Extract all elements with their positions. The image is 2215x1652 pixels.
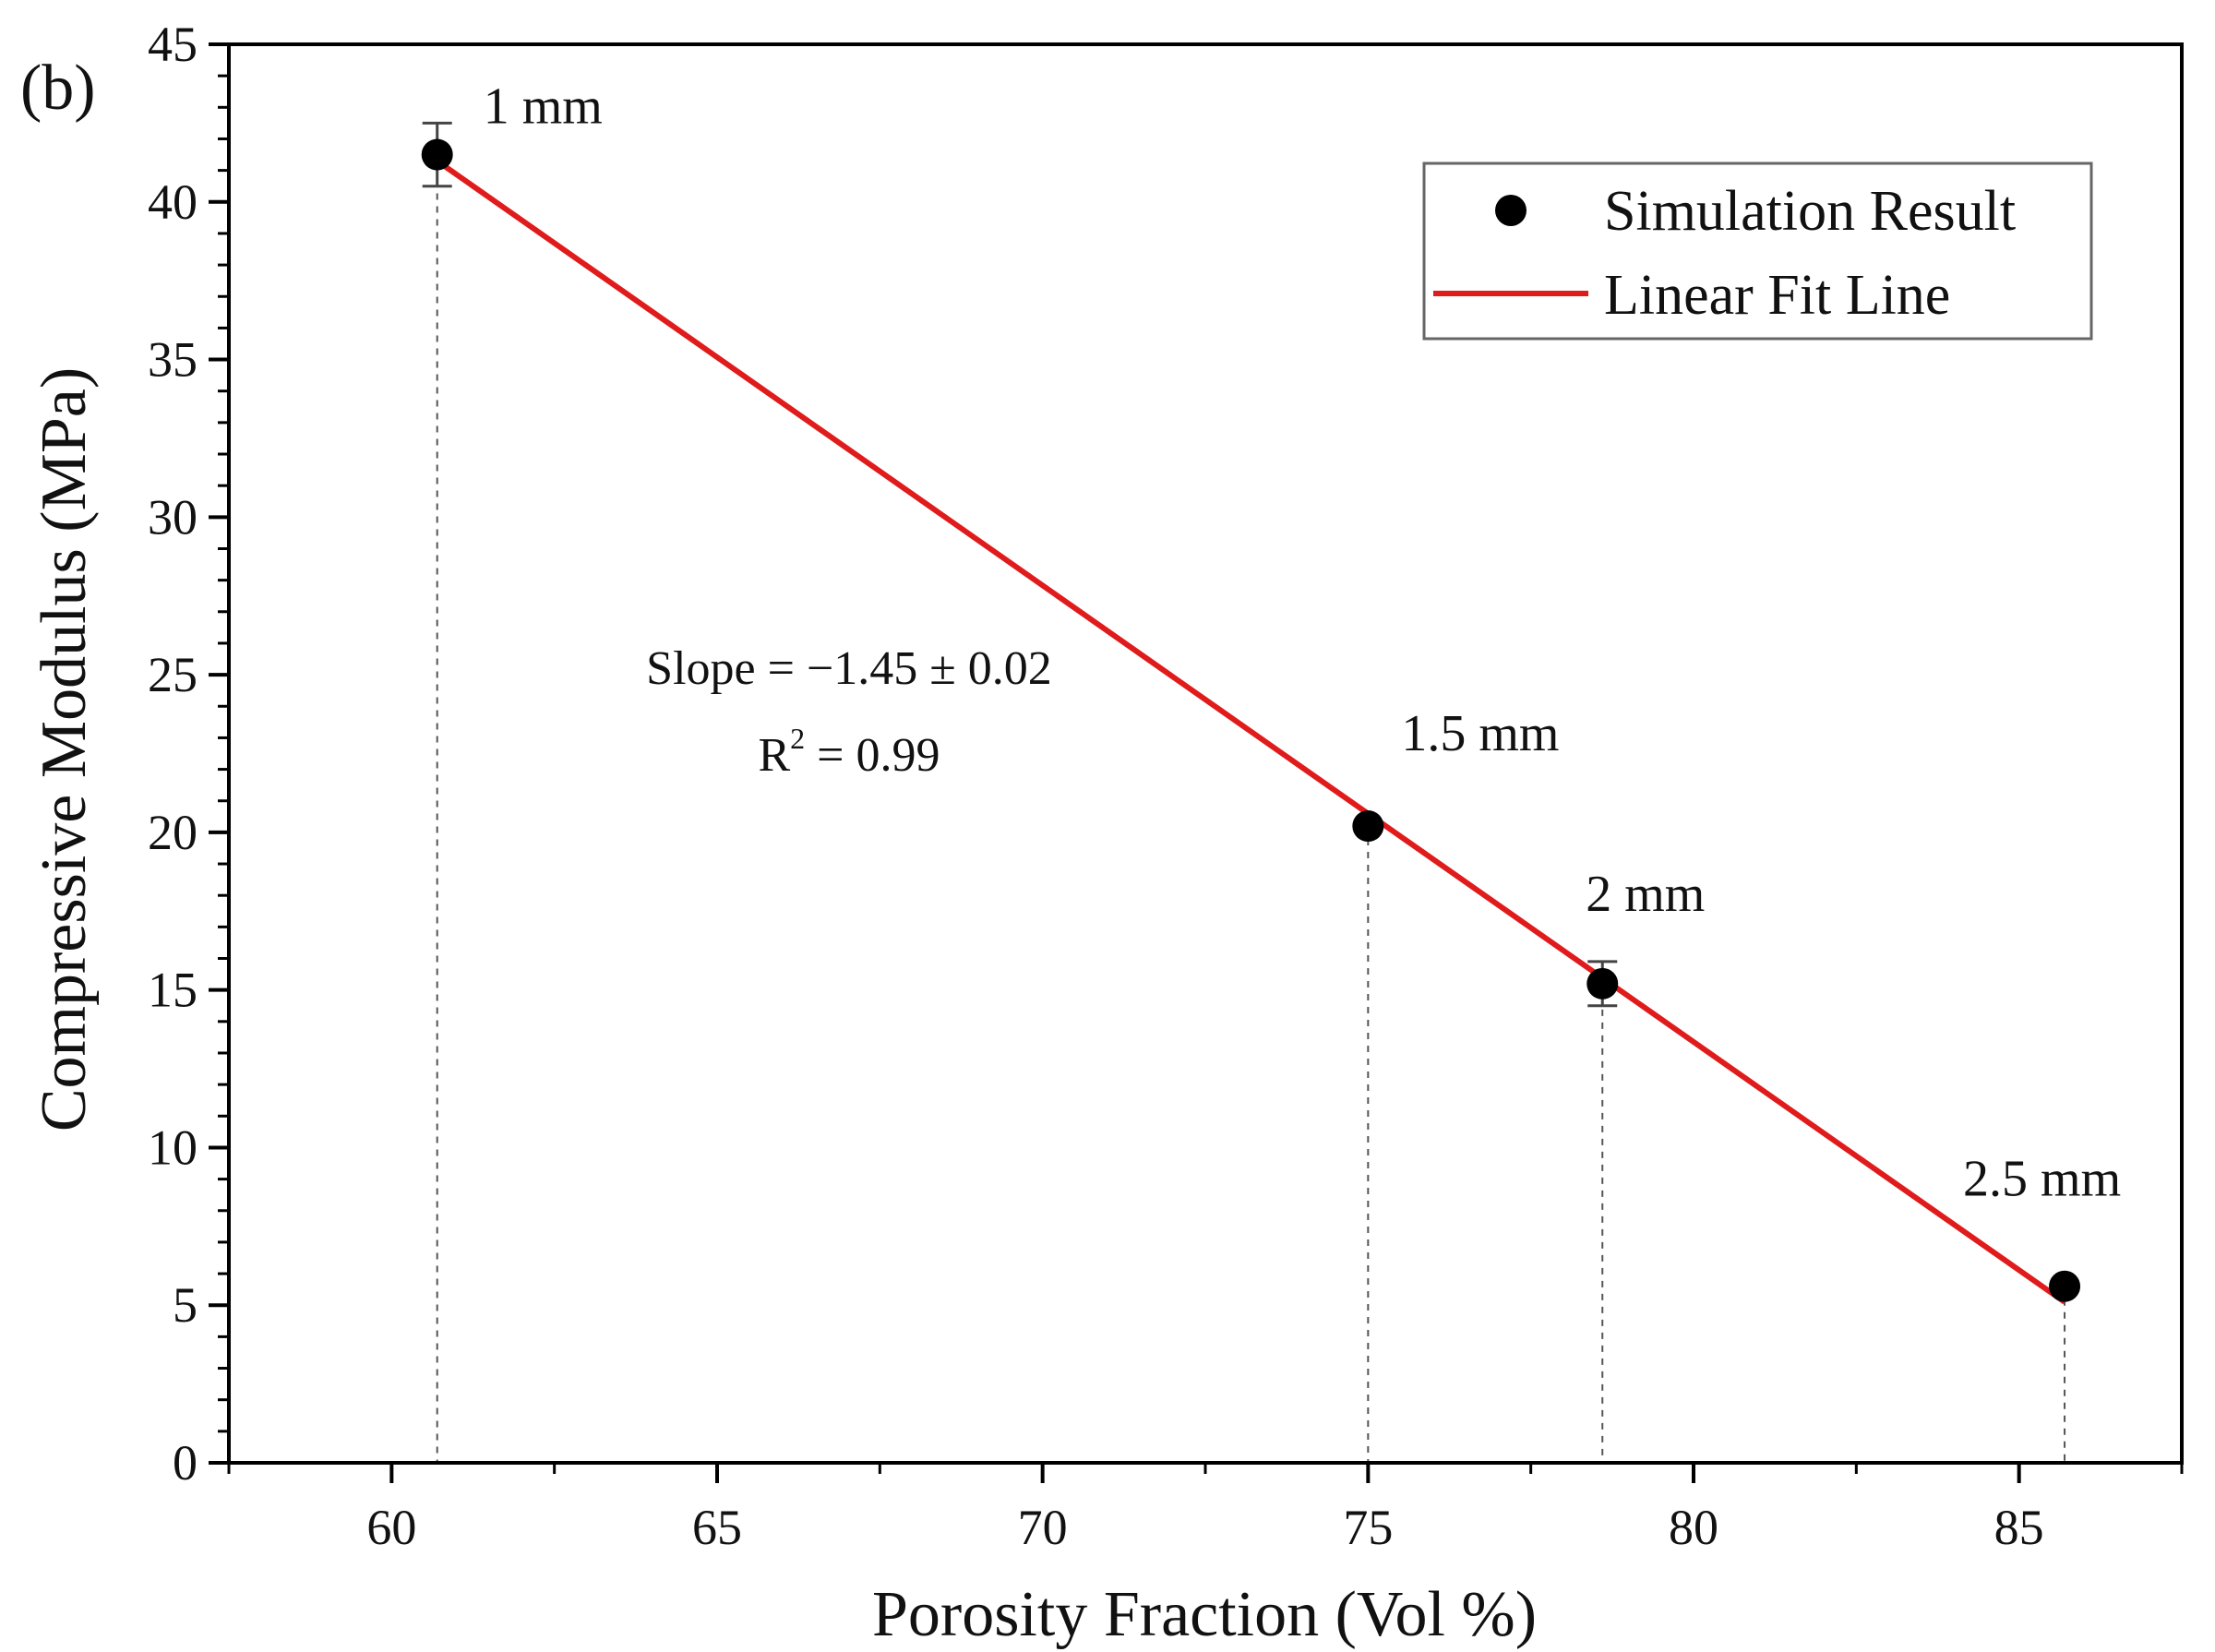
r-squared-symbol: R (758, 729, 790, 782)
legend-label-fit: Linear Fit Line (1604, 264, 1950, 327)
data-point-label: 1 mm (484, 78, 603, 136)
fit-line-group (435, 158, 2066, 1305)
data-point-label: 2.5 mm (1963, 1151, 2121, 1208)
y-tick-label: 15 (148, 963, 198, 1018)
legend-box (1422, 162, 2093, 341)
x-tick-label: 80 (1669, 1500, 1718, 1555)
x-axis-ticks: 60 65 70 75 80 85 (227, 1463, 2184, 1555)
x-tick-label: 60 (366, 1500, 416, 1555)
data-point (421, 138, 453, 171)
data-point (1352, 810, 1384, 843)
drop-lines (436, 154, 2066, 1463)
data-point-label: 1.5 mm (1401, 705, 1559, 762)
slope-annotation: Slope = −1.45 ± 0.02 (646, 642, 1052, 695)
data-points (421, 138, 2081, 1302)
x-axis-title: Porosity Fraction (Vol %) (872, 1579, 1537, 1650)
r-squared-value: = 0.99 (805, 729, 940, 782)
y-tick-label: 30 (148, 489, 198, 545)
data-point (2049, 1270, 2081, 1302)
linear-fit-line (435, 158, 2066, 1305)
y-tick-label: 25 (148, 647, 198, 702)
panel-label: (b) (20, 53, 96, 124)
y-tick-label: 5 (173, 1277, 198, 1333)
x-tick-label: 85 (1994, 1500, 2044, 1555)
point-labels: 1 mm 1.5 mm 2 mm 2.5 mm (484, 78, 2121, 1208)
r-squared-annotation: R2 = 0.99 (758, 722, 940, 782)
x-tick-label: 75 (1343, 1500, 1393, 1555)
data-point (1586, 967, 1619, 1000)
legend-marker-simulation (1495, 195, 1527, 226)
x-tick-label: 70 (1018, 1500, 1068, 1555)
data-point-label: 2 mm (1586, 866, 1705, 923)
r-squared-superscript: 2 (790, 722, 805, 755)
y-tick-label: 35 (148, 332, 198, 388)
y-tick-label: 0 (173, 1435, 198, 1490)
y-tick-label: 45 (148, 17, 198, 72)
y-axis-ticks: 0 5 10 15 20 25 30 35 40 45 (148, 17, 229, 1490)
y-axis-title: Compressive Modulus (MPa) (29, 367, 100, 1131)
y-tick-label: 40 (148, 174, 198, 230)
y-tick-label: 20 (148, 805, 198, 860)
x-tick-label: 65 (692, 1500, 742, 1555)
legend: Simulation Result Linear Fit Line (1422, 162, 2093, 341)
legend-label-simulation: Simulation Result (1604, 180, 2016, 243)
y-tick-label: 10 (148, 1119, 198, 1175)
